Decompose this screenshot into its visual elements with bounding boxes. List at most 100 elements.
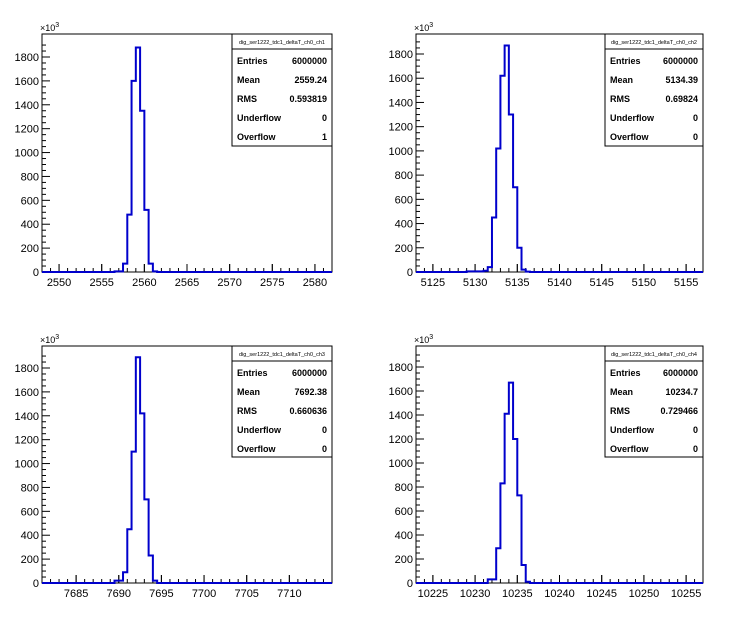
y-tick-label: 1400 [15,100,39,112]
x-tick-label: 7685 [64,588,88,600]
stats-label: Underflow [237,425,282,435]
stats-value: 5134.39 [665,75,698,85]
stats-value: 0 [693,444,698,454]
x-tick-label: 5140 [547,277,571,289]
stats-title: dig_ser1222_tdc1_deltaT_ch0_ch1 [239,40,325,46]
histogram-pad-2: 5125 5130 5135 5140 5145 5150 5155 0 200 400 600 80… [389,22,704,289]
stats-label: Entries [610,368,641,378]
stats-label: RMS [610,406,630,416]
x-tick-label: 2555 [89,277,113,289]
stats-title: dig_ser1222_tdc1_deltaT_ch0_ch2 [611,40,697,46]
stats-value: 10234.7 [665,387,698,397]
y-tick-label: 200 [395,243,413,255]
stats-box-frame [231,345,333,458]
stats-label: Underflow [610,113,655,123]
stats-label: Mean [237,75,260,85]
y-tick-label: 1800 [15,363,39,375]
histogram-pad-4: 10225 10230 10235 10240 10245 10250 10255 0 200 4… [389,334,704,600]
stats-label: RMS [610,94,630,104]
stats-box: dig_ser1222_tdc1_deltaT_ch0_ch4 Entries 60… [604,345,704,458]
y-tick-label: 1400 [389,97,413,109]
stats-label: Entries [610,56,641,66]
x-tick-label: 10240 [544,588,575,600]
stats-label: RMS [237,94,257,104]
x-tick-label: 7705 [234,588,258,600]
y-multiplier-label: ×103 [40,334,59,345]
x-tick-label: 7690 [107,588,131,600]
histogram-line [416,44,703,273]
x-tick-label: 10250 [629,588,660,600]
y-tick-label: 400 [395,219,413,231]
stats-title: dig_ser1222_tdc1_deltaT_ch0_ch3 [239,352,325,358]
x-tick-label: 2560 [132,277,156,289]
stats-value: 0 [322,425,327,435]
histogram-line [416,381,703,584]
y-tick-label: 600 [21,506,39,518]
y-tick-label: 1200 [15,124,39,136]
stats-value: 6000000 [292,368,327,378]
x-tick-label: 7695 [149,588,173,600]
y-tick-label: 1800 [389,362,413,374]
y-tick-label: 600 [395,194,413,206]
x-tick-label: 5155 [674,277,698,289]
x-tick-label: 2575 [260,277,284,289]
stats-label: Mean [610,387,633,397]
x-tick-label: 2580 [303,277,327,289]
histogram-pad-3: 7685 7690 7695 7700 7705 7710 0 200 400 600 800 100… [15,334,333,600]
stats-value: 6000000 [663,368,698,378]
y-tick-label: 1200 [389,122,413,134]
y-tick-label: 800 [395,170,413,182]
y-multiplier-label: ×103 [40,22,59,33]
x-tick-label: 2565 [175,277,199,289]
stats-label: Underflow [237,113,282,123]
y-tick-label: 1000 [389,458,413,470]
stats-value: 6000000 [292,56,327,66]
y-tick-label: 0 [407,267,413,279]
stats-value: 0.593819 [289,94,327,104]
stats-title: dig_ser1222_tdc1_deltaT_ch0_ch4 [611,352,697,358]
y-tick-label: 1000 [15,459,39,471]
stats-value: 7692.38 [294,387,327,397]
y-tick-label: 600 [395,506,413,518]
y-tick-label: 800 [395,482,413,494]
stats-value: 0.660636 [289,406,327,416]
x-tick-label: 2550 [47,277,71,289]
x-tick-label: 10230 [460,588,491,600]
stats-value: 1 [322,132,327,142]
y-tick-label: 0 [33,267,39,279]
y-tick-label: 0 [33,578,39,590]
stats-label: Overflow [237,444,277,454]
y-tick-label: 1400 [389,410,413,422]
stats-label: Overflow [610,132,650,142]
y-tick-label: 200 [395,554,413,566]
stats-value: 0 [322,113,327,123]
y-tick-label: 1200 [389,434,413,446]
stats-label: Underflow [610,425,655,435]
x-tick-label: 10225 [418,588,449,600]
stats-value: 0 [693,425,698,435]
histogram-line [42,356,332,584]
stats-box: dig_ser1222_tdc1_deltaT_ch0_ch3 Entries 60… [231,345,333,458]
y-tick-label: 1600 [389,73,413,85]
x-tick-label: 5145 [589,277,613,289]
stats-box-frame [231,33,333,147]
y-tick-label: 1000 [389,146,413,158]
y-tick-label: 1600 [389,386,413,398]
x-tick-label: 5130 [463,277,487,289]
y-tick-label: 1800 [389,49,413,61]
y-tick-label: 0 [407,578,413,590]
x-tick-label: 5135 [505,277,529,289]
y-tick-label: 800 [21,171,39,183]
x-tick-label: 10245 [586,588,617,600]
y-tick-label: 1400 [15,411,39,423]
stats-value: 0 [322,444,327,454]
y-tick-label: 600 [21,195,39,207]
stats-label: Overflow [610,444,650,454]
y-multiplier-label: ×103 [414,22,433,33]
stats-label: Entries [237,368,268,378]
stats-value: 0 [693,132,698,142]
y-tick-label: 400 [21,530,39,542]
x-tick-label: 7710 [277,588,301,600]
y-tick-label: 1000 [15,148,39,160]
